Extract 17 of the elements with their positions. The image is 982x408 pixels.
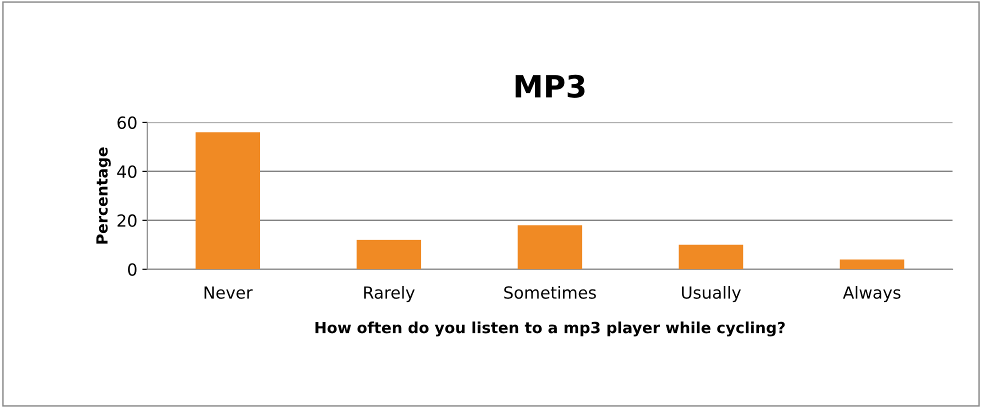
bar [356, 240, 422, 270]
x-tick-label: Rarely [364, 286, 415, 302]
bar [678, 244, 744, 270]
chart-title: MP3 [516, 74, 585, 98]
bar [840, 259, 904, 270]
bar [196, 132, 260, 270]
x-axis-title: How often do you listen to a mp3 player while cycling? [316, 322, 785, 336]
x-tick-label: Usually [682, 286, 741, 302]
x-tick-label: Sometimes [504, 286, 596, 299]
x-tick-label: Always [842, 286, 900, 302]
bar [518, 225, 582, 270]
y-tick-label: 60 [118, 116, 136, 129]
y-axis-title: Percentage [96, 147, 111, 244]
y-tick-label: 0 [128, 263, 136, 276]
x-tick-label: Never [204, 286, 253, 299]
y-tick-label: 20 [118, 214, 136, 227]
y-tick-label: 40 [117, 165, 136, 178]
